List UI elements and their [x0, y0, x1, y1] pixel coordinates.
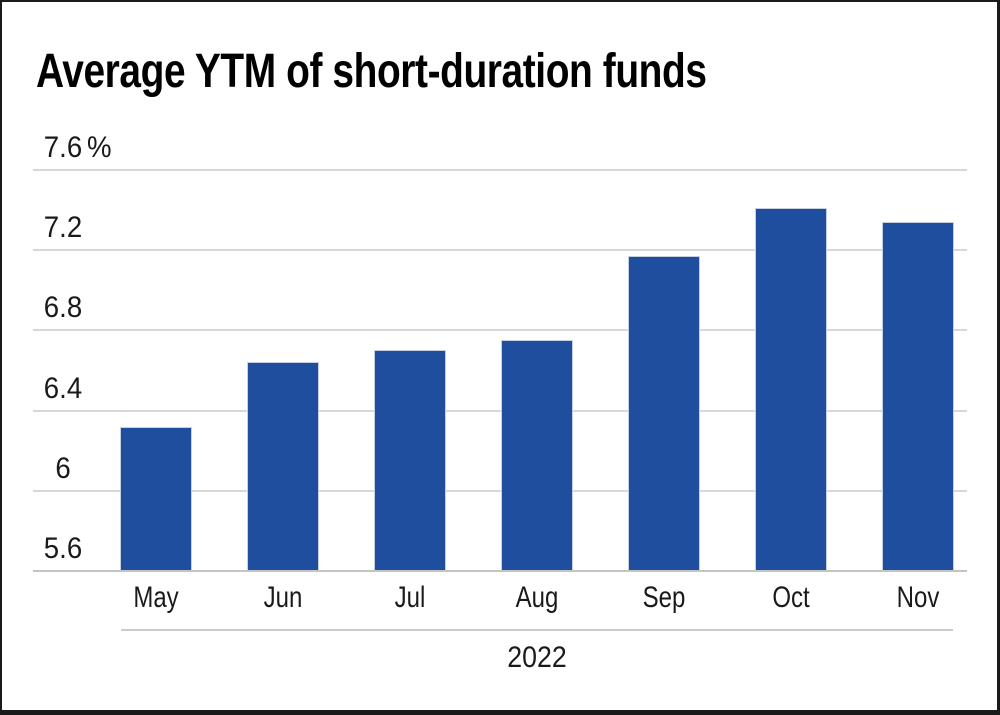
gridline: [33, 169, 967, 171]
bar-aug: [501, 340, 573, 571]
y-tick-label: 6: [55, 451, 71, 485]
bar-jun: [247, 362, 319, 571]
gridline: [33, 409, 967, 412]
x-axis-group-separator-line: [121, 629, 953, 631]
x-tick-label-jul: Jul: [394, 581, 426, 614]
bar-jul: [374, 350, 446, 571]
x-axis-year-label: 2022: [507, 641, 567, 674]
y-tick-label: 6.8: [43, 291, 83, 325]
x-tick-label-jun: Jun: [263, 581, 303, 614]
y-tick-label: 6.4: [43, 371, 83, 405]
y-tick-label: 5.6: [43, 532, 83, 565]
gridline: [33, 249, 967, 252]
x-tick-label-sep: Sep: [642, 581, 686, 614]
gridline: [33, 329, 967, 332]
bar-oct: [755, 208, 827, 571]
x-tick-label-aug: Aug: [515, 581, 559, 614]
bar-sep: [628, 256, 700, 571]
bar-nov: [882, 222, 954, 571]
x-tick-label-nov: Nov: [896, 581, 940, 614]
y-tick-label: 7.6: [43, 131, 83, 164]
x-axis-baseline: [33, 570, 967, 572]
chart-title: Average YTM of short-duration funds: [36, 45, 707, 98]
y-axis-unit-label: %: [87, 131, 112, 164]
x-tick-label-may: May: [133, 581, 179, 614]
x-tick-label-oct: Oct: [772, 581, 810, 614]
y-tick-label: 7.2: [43, 211, 83, 245]
gridline: [33, 489, 967, 492]
bar-may: [120, 426, 192, 571]
